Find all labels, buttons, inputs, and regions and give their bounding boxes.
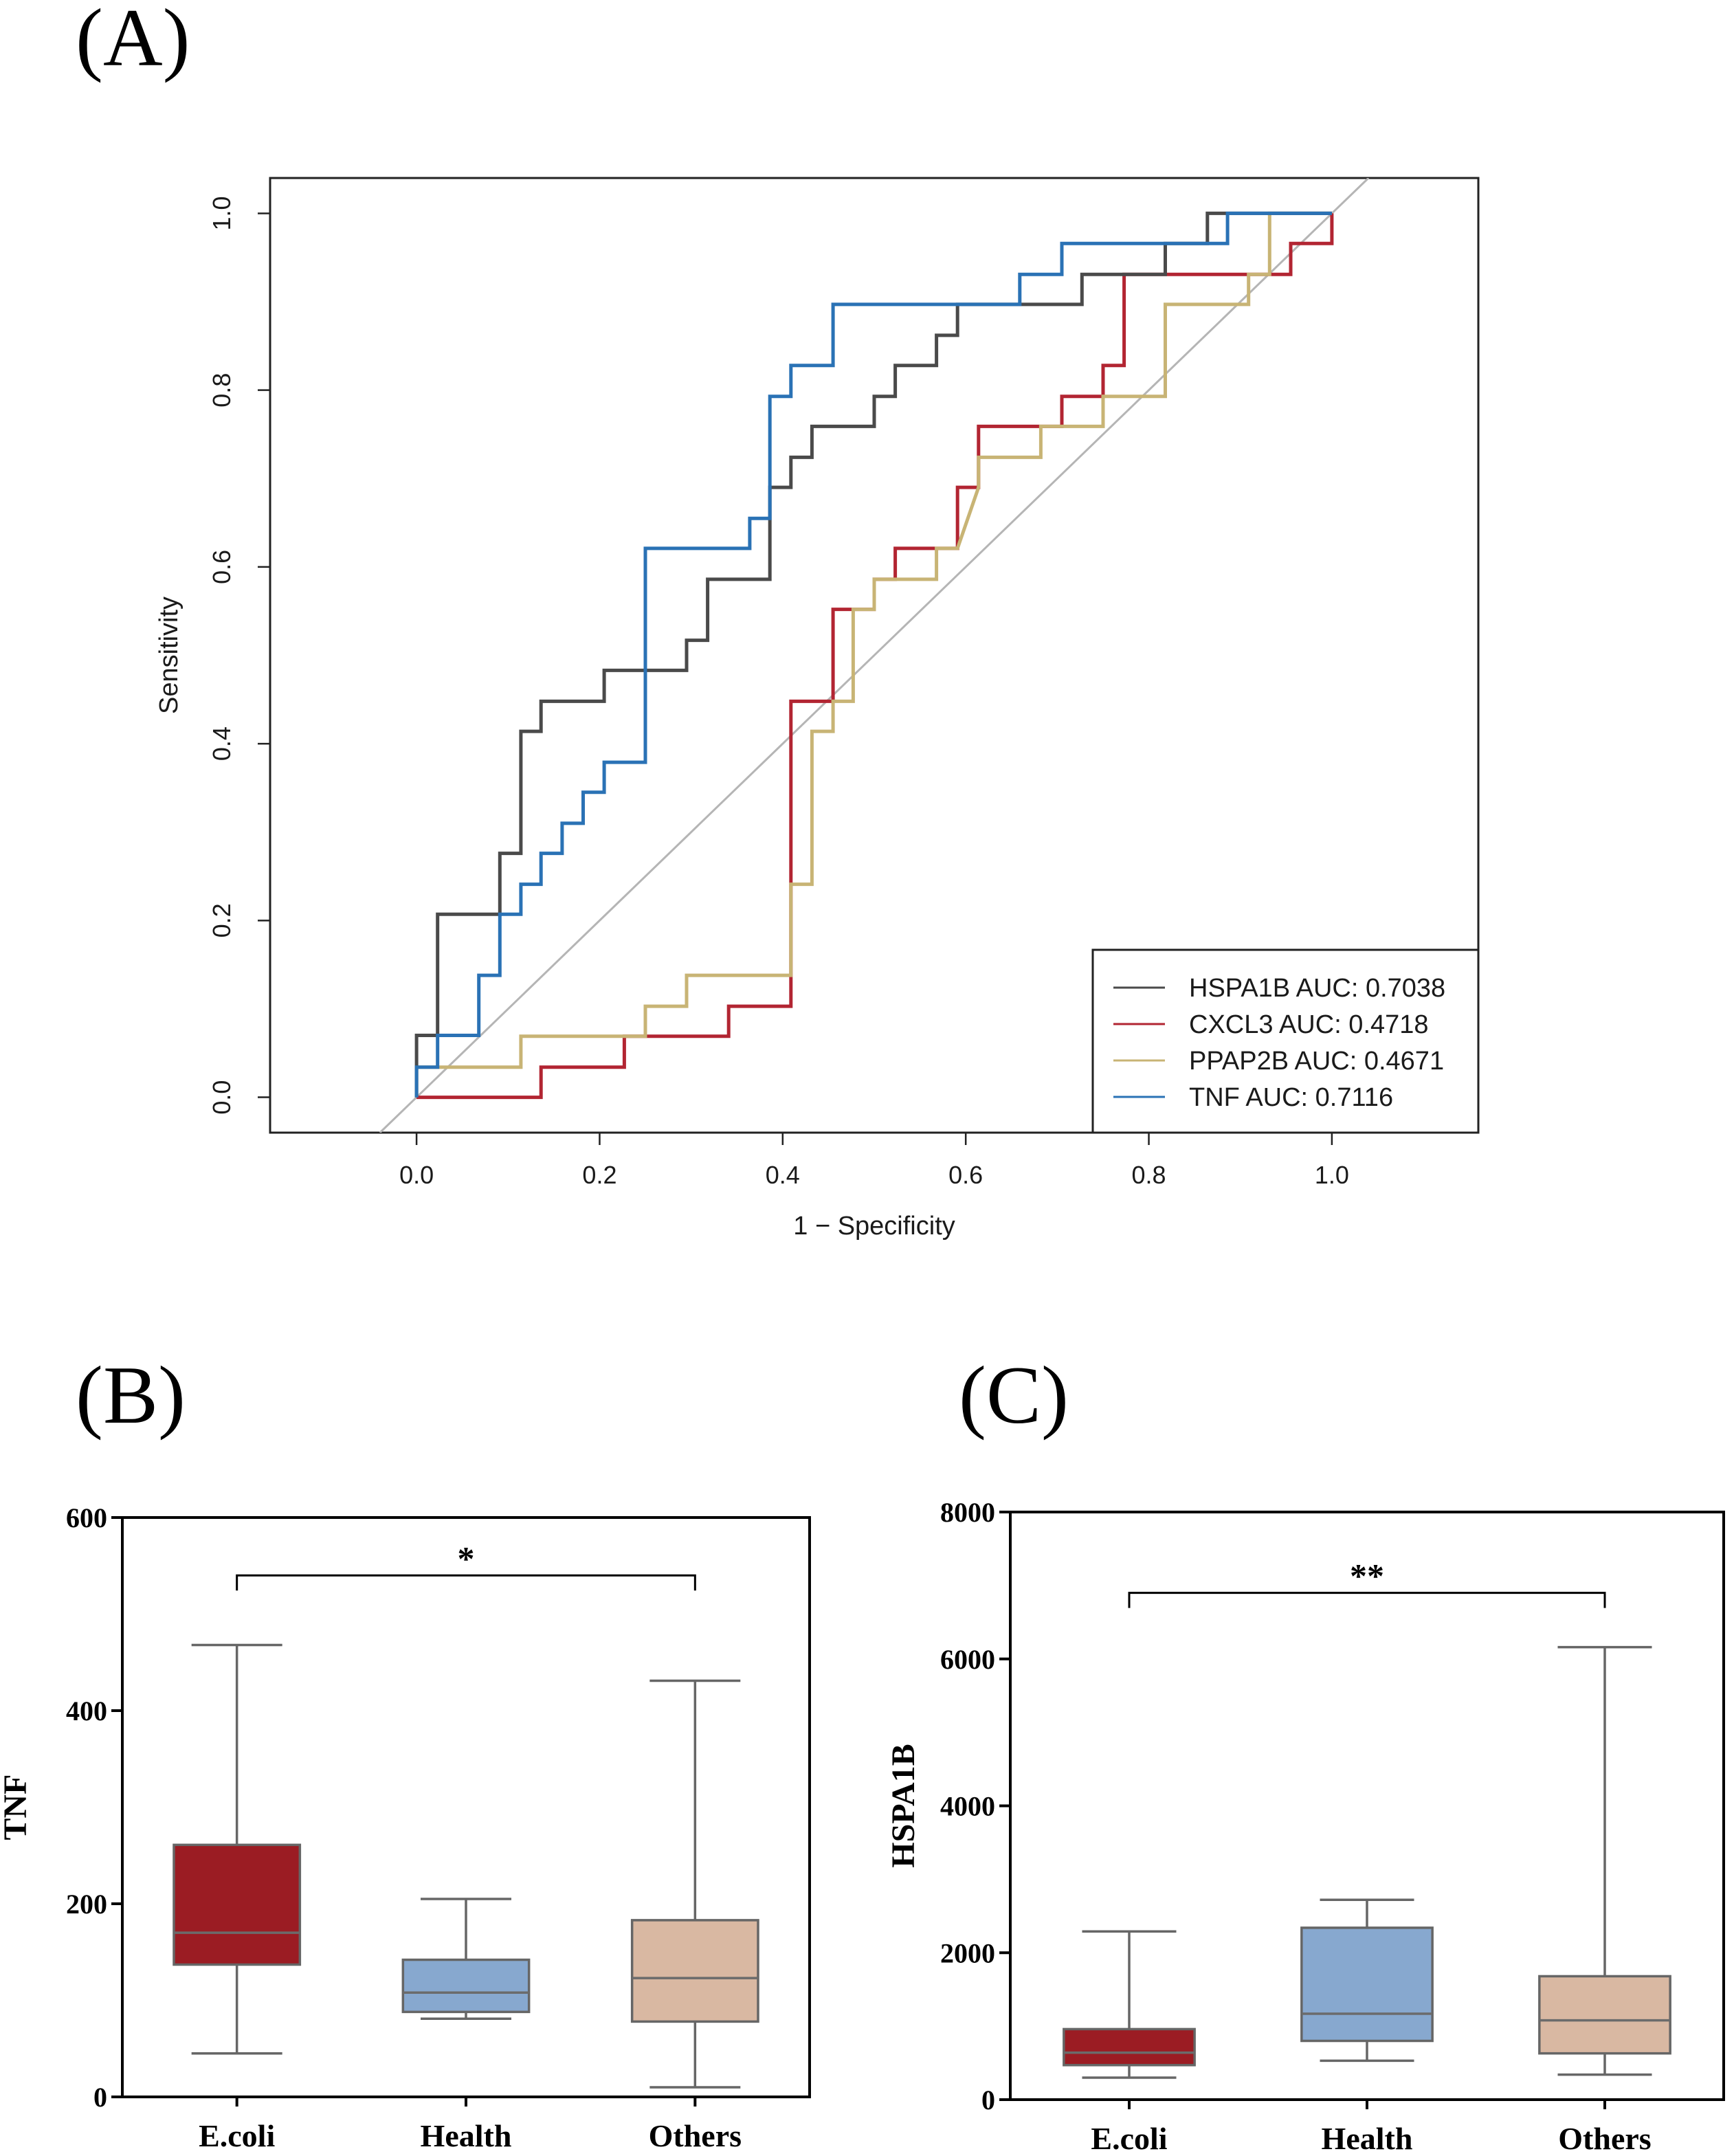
panel-label-c: (C) [959, 1349, 1069, 1441]
roc-curve-cxcl3 [416, 213, 1334, 1100]
hspa1b-box-health [1300, 1926, 1434, 2043]
tnf-boxplot: 0 200 400 600 TNF E.coli Health Others * [0, 1502, 811, 2153]
roc-curve-ppap2b [414, 211, 1332, 1098]
roc-x-tick-label: 0.8 [1132, 1161, 1166, 1189]
roc-curve-tnf [414, 211, 1332, 1098]
roc-y-tick-label: 0.8 [208, 373, 236, 408]
tnf-y-tick-label: 600 [66, 1502, 107, 1533]
tnf-box-ecoli [173, 1843, 302, 1966]
hspa1b-box-ecoli [1063, 2027, 1196, 2067]
tnf-y-tick-label: 200 [66, 1889, 107, 1920]
roc-y-tick-label: 0.0 [208, 1080, 236, 1115]
tnf-category-label: E.coli [199, 2118, 275, 2153]
panel-label-a: (A) [76, 0, 190, 83]
tnf-y-tick-label: 0 [93, 2082, 107, 2113]
hspa1b-y-tick-label: 0 [981, 2085, 995, 2115]
hspa1b-y-tick-label: 2000 [940, 1937, 995, 1968]
roc-y-tick-label: 0.6 [208, 550, 236, 584]
legend-label-cxcl3: CXCL3 AUC: 0.4718 [1189, 1010, 1429, 1039]
roc-y-axis-label: Sensitivity [155, 597, 184, 714]
roc-x-tick-label: 0.4 [766, 1161, 800, 1189]
tnf-category-label: Others [649, 2118, 742, 2153]
tnf-category-label: Health [421, 2118, 512, 2153]
roc-y-tick-label: 0.2 [208, 903, 236, 937]
roc-x-axis-label: 1 − Specificity [793, 1212, 955, 1241]
roc-chart: 0.0 0.2 0.4 0.6 0.8 1.0 0.0 0.2 0.4 0.6 0.8 1.0 1 − … [155, 177, 1480, 1241]
hspa1b-boxplot: 0 2000 4000 6000 8000 HSPA1B E.coli Health Other… [885, 1497, 1725, 2156]
tnf-y-axis-label: TNF [0, 1775, 34, 1841]
hspa1b-category-label: Others [1558, 2121, 1651, 2156]
roc-x-tick-label: 0.2 [582, 1161, 616, 1189]
roc-y-tick-label: 1.0 [208, 196, 236, 230]
tnf-significance-label: * [458, 1539, 475, 1577]
hspa1b-y-axis-label: HSPA1B [885, 1744, 922, 1867]
tnf-box-others [630, 1919, 759, 2023]
tnf-y-tick-label: 400 [66, 1696, 107, 1726]
legend-label-hspa1b: HSPA1B AUC: 0.7038 [1189, 974, 1445, 1003]
tnf-box-health [401, 1958, 531, 2014]
roc-curve-hspa1b [414, 211, 1332, 1098]
tnf-significance-bracket [236, 1574, 696, 1591]
hspa1b-category-label: E.coli [1091, 2121, 1167, 2156]
roc-legend-box [1091, 948, 1480, 1134]
hspa1b-y-tick-label: 8000 [940, 1497, 995, 1528]
roc-reference-diagonal [379, 178, 1370, 1133]
hspa1b-box-others [1538, 1975, 1671, 2055]
hspa1b-y-tick-label: 4000 [940, 1791, 995, 1822]
roc-plot-frame [269, 177, 1480, 1134]
hspa1b-significance-bracket [1128, 1592, 1606, 1608]
legend-label-ppap2b: PPAP2B AUC: 0.4671 [1189, 1047, 1444, 1076]
panel-label-b: (B) [76, 1349, 186, 1441]
roc-x-tick-label: 1.0 [1315, 1161, 1349, 1189]
hspa1b-category-label: Health [1322, 2121, 1413, 2156]
hspa1b-significance-label: ** [1350, 1557, 1384, 1595]
roc-x-tick-label: 0.0 [399, 1161, 434, 1189]
legend-label-tnf: TNF AUC: 0.7116 [1189, 1083, 1393, 1112]
roc-y-tick-label: 0.4 [208, 726, 236, 761]
roc-x-tick-label: 0.6 [948, 1161, 983, 1189]
hspa1b-y-tick-label: 6000 [940, 1644, 995, 1675]
